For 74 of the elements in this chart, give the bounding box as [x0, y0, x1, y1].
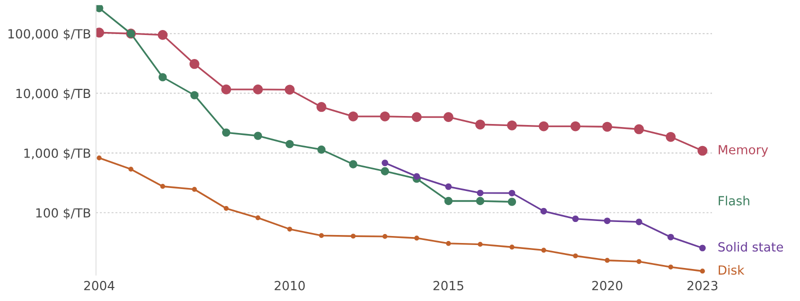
series-label: Solid state: [718, 242, 783, 252]
point: [570, 121, 580, 132]
point: [444, 112, 454, 122]
point: [668, 264, 674, 270]
point: [413, 173, 420, 180]
point: [350, 234, 356, 239]
point: [604, 258, 610, 263]
point: [510, 244, 514, 250]
point: [541, 248, 546, 253]
point: [286, 140, 294, 148]
point: [190, 91, 199, 100]
point: [572, 216, 579, 222]
point: [192, 186, 197, 192]
point: [190, 59, 200, 69]
x-tick-label: 2010: [274, 280, 305, 290]
point: [412, 112, 422, 122]
point: [700, 268, 705, 274]
point: [444, 196, 453, 206]
point: [224, 206, 229, 211]
x-tick-label: 2023: [687, 280, 718, 290]
point: [538, 121, 549, 132]
point: [158, 73, 167, 82]
point: [317, 145, 326, 154]
point: [382, 160, 388, 166]
point: [414, 236, 420, 241]
point: [666, 132, 676, 142]
point: [446, 241, 451, 246]
y-tick-label: 10,000 $/TB: [16, 88, 90, 100]
point: [319, 233, 324, 238]
point: [508, 198, 516, 206]
y-tick-label: 1,000 $/TB: [24, 148, 90, 160]
point: [636, 259, 642, 264]
point: [573, 253, 578, 258]
point: [699, 244, 706, 252]
series-label: Disk: [718, 265, 744, 275]
y-tick-label: 100 $/TB: [36, 208, 90, 220]
x-tick-label: 2020: [592, 280, 622, 290]
x-tick-label: 2015: [433, 280, 464, 290]
point: [507, 120, 517, 130]
point: [158, 30, 168, 40]
point: [476, 196, 484, 206]
point: [348, 111, 358, 122]
point: [540, 208, 547, 214]
x-tick-label: 2004: [84, 280, 114, 290]
point: [349, 160, 358, 168]
point: [382, 234, 388, 239]
point: [698, 146, 708, 156]
point: [604, 218, 610, 224]
point: [222, 128, 230, 137]
point: [221, 84, 232, 94]
point: [508, 190, 516, 196]
point: [128, 166, 134, 172]
point: [380, 111, 390, 122]
point: [634, 124, 644, 134]
point: [284, 84, 295, 95]
point: [96, 156, 102, 160]
point: [475, 120, 486, 130]
point: [316, 102, 326, 112]
series-label: Memory: [718, 145, 768, 157]
point: [602, 122, 612, 132]
text: Flash: [718, 196, 750, 206]
point: [476, 190, 484, 196]
point: [636, 218, 642, 226]
y-tick-label: 100,000 $/TB: [8, 28, 90, 40]
point: [253, 84, 263, 94]
point: [380, 167, 390, 176]
point: [256, 215, 260, 220]
point: [667, 234, 674, 240]
point: [478, 242, 483, 247]
point: [96, 5, 104, 12]
point: [445, 183, 452, 190]
point: [287, 226, 292, 232]
point: [254, 132, 262, 140]
point: [160, 184, 166, 189]
